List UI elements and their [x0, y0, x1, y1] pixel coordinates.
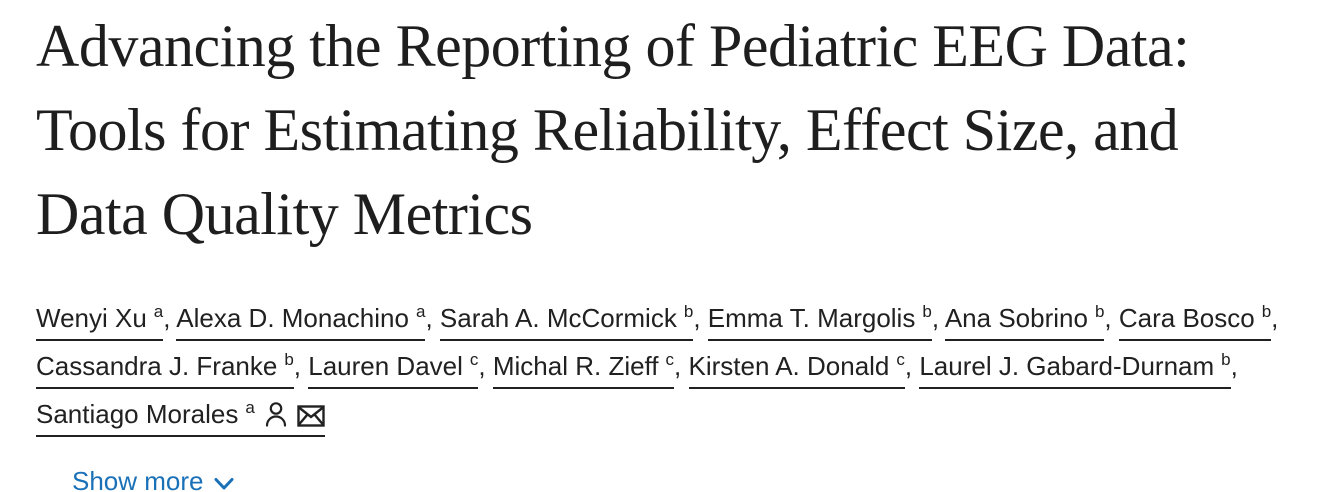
author-name: Santiago Morales — [36, 399, 239, 429]
author-link[interactable]: Alexa D. Monachino a — [176, 302, 426, 341]
affiliation-superscript: b — [1094, 302, 1105, 321]
author-link[interactable]: Cara Bosco b — [1118, 302, 1272, 341]
affiliation-superscript: b — [1221, 350, 1231, 369]
author-link[interactable]: Santiago Morales a — [36, 399, 325, 437]
author-name: Emma T. Margolis — [707, 303, 916, 333]
author-separator: , — [478, 351, 493, 381]
author-name: Ana Sobrino — [944, 303, 1088, 333]
author-separator: , — [1230, 351, 1238, 381]
affiliation-superscript: b — [922, 302, 932, 321]
author-name: Cara Bosco — [1118, 303, 1255, 333]
author-link[interactable]: Kirsten A. Donald c — [688, 350, 905, 389]
author-separator: , — [163, 303, 177, 333]
author-separator: , — [674, 351, 689, 381]
affiliation-superscript: b — [284, 350, 294, 369]
author-item: Ana Sobrino b, — [944, 302, 1119, 341]
envelope-icon — [297, 405, 325, 427]
affiliation-superscript: b — [1261, 302, 1272, 321]
author-item: Cassandra J. Franke b, — [36, 351, 308, 389]
author-item: Wenyi Xu a, — [36, 303, 176, 341]
author-link[interactable]: Michal R. Zieff c — [492, 350, 675, 389]
author-name: Sarah A. McCormick — [439, 303, 677, 333]
affiliation-superscript: c — [896, 350, 905, 369]
author-name: Alexa D. Monachino — [176, 303, 409, 333]
author-name: Michal R. Zieff — [492, 351, 659, 381]
author-name: Laurel J. Gabard-Durnam — [919, 351, 1215, 381]
author-item: Lauren Davel c, — [308, 351, 493, 389]
author-separator: , — [931, 303, 945, 333]
author-list: Wenyi Xu a, Alexa D. Monachino a, Sarah A.… — [36, 294, 1298, 438]
affiliation-superscript: b — [683, 302, 694, 321]
author-link[interactable]: Cassandra J. Franke b — [36, 351, 294, 389]
author-item: Santiago Morales a — [36, 399, 325, 437]
affiliation-superscript: a — [153, 302, 164, 321]
affiliation-superscript: a — [245, 398, 255, 417]
author-name: Wenyi Xu — [36, 303, 147, 333]
author-separator: , — [904, 351, 920, 381]
show-more-label: Show more — [72, 466, 204, 492]
author-item: Sarah A. McCormick b, — [439, 302, 708, 341]
affiliation-superscript: a — [415, 302, 426, 321]
affiliation-superscript: c — [469, 350, 479, 369]
author-item: Laurel J. Gabard-Durnam b, — [919, 351, 1238, 389]
author-item: Michal R. Zieff c, — [492, 350, 689, 389]
author-separator: , — [693, 303, 708, 333]
author-name: Lauren Davel — [308, 351, 463, 381]
author-link[interactable]: Emma T. Margolis b — [707, 302, 932, 341]
author-link[interactable]: Ana Sobrino b — [944, 302, 1105, 341]
author-link[interactable]: Sarah A. McCormick b — [439, 302, 694, 341]
author-link[interactable]: Wenyi Xu a — [36, 302, 164, 341]
author-separator: , — [1271, 303, 1279, 333]
author-name: Kirsten A. Donald — [688, 351, 890, 381]
chevron-down-icon — [214, 477, 233, 489]
author-item: Kirsten A. Donald c, — [688, 350, 920, 389]
author-link[interactable]: Laurel J. Gabard-Durnam b — [919, 350, 1231, 389]
author-separator: , — [293, 351, 309, 381]
show-more-button[interactable]: Show more — [72, 466, 234, 492]
author-item: Cara Bosco b, — [1118, 302, 1279, 341]
affiliation-superscript: c — [665, 350, 675, 369]
article-title: Advancing the Reporting of Pediatric EEG… — [36, 13, 1190, 247]
author-name: Cassandra J. Franke — [36, 351, 278, 381]
author-separator: , — [425, 303, 440, 333]
author-separator: , — [1104, 303, 1119, 333]
author-link[interactable]: Lauren Davel c — [308, 350, 479, 389]
author-item: Alexa D. Monachino a, — [176, 303, 440, 341]
person-icon — [265, 402, 286, 427]
author-item: Emma T. Margolis b, — [707, 302, 945, 341]
